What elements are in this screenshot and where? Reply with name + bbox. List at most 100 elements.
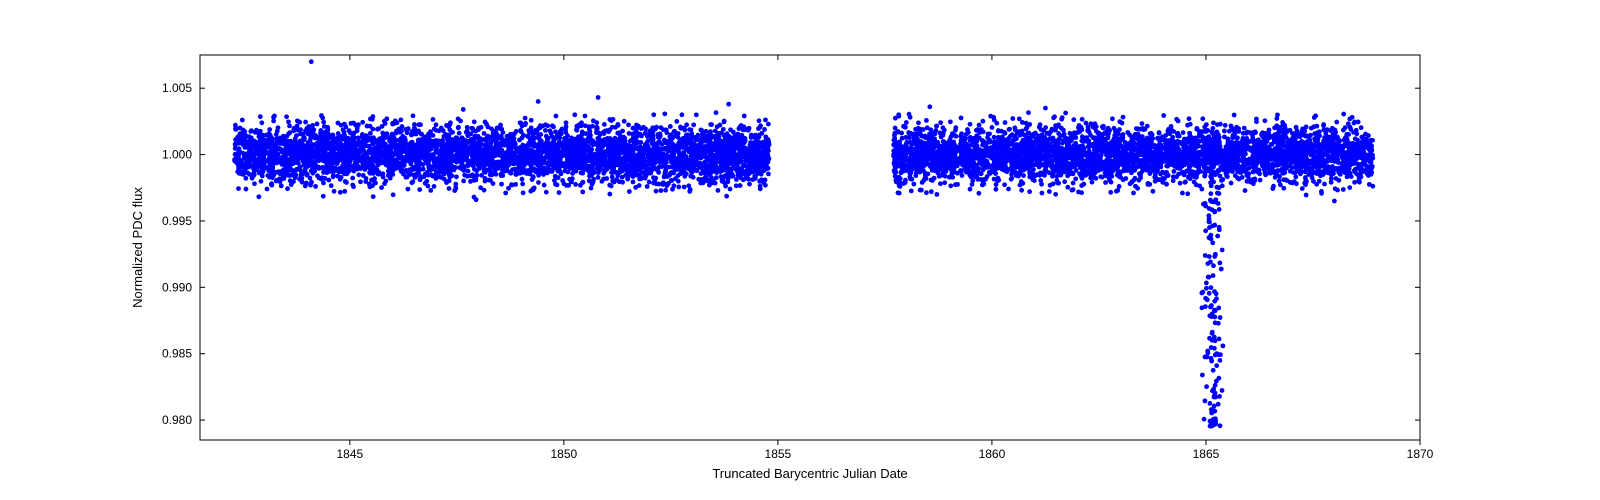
data-point	[345, 160, 350, 165]
data-point	[321, 120, 326, 125]
data-point	[590, 182, 595, 187]
data-point	[413, 167, 418, 172]
data-point	[521, 190, 526, 195]
data-point	[456, 125, 461, 130]
data-point	[541, 157, 546, 162]
x-tick-label: 1850	[551, 447, 578, 461]
data-point	[674, 133, 679, 138]
data-point	[536, 135, 541, 140]
data-point	[639, 175, 644, 180]
data-point	[284, 114, 289, 119]
data-point	[244, 161, 249, 166]
data-point	[451, 139, 456, 144]
data-point	[658, 188, 663, 193]
data-point	[386, 165, 391, 170]
data-point	[417, 149, 422, 154]
data-point	[577, 122, 582, 127]
data-point	[687, 189, 692, 194]
data-point	[274, 179, 279, 184]
data-point	[281, 134, 286, 139]
data-point	[294, 173, 299, 178]
data-point	[735, 173, 740, 178]
data-point	[649, 155, 654, 160]
data-point	[337, 166, 342, 171]
data-point	[316, 166, 321, 171]
x-axis-label: Truncated Barycentric Julian Date	[712, 466, 907, 481]
data-point	[709, 157, 714, 162]
data-point	[358, 166, 363, 171]
data-point	[658, 131, 663, 136]
data-point	[1026, 110, 1031, 115]
data-point	[669, 154, 674, 159]
data-point	[478, 138, 483, 143]
data-point	[434, 144, 439, 149]
data-point	[449, 173, 454, 178]
data-point	[718, 169, 723, 174]
data-point	[743, 138, 748, 143]
data-point	[329, 144, 334, 149]
data-point	[569, 179, 574, 184]
data-point	[454, 136, 459, 141]
data-point	[750, 177, 755, 182]
data-point	[596, 175, 601, 180]
data-point	[452, 157, 457, 162]
chart-svg: 1845185018551860186518700.9800.9850.9900…	[0, 0, 1600, 500]
data-point	[262, 152, 267, 157]
data-point	[518, 120, 523, 125]
data-point	[474, 177, 479, 182]
data-point	[637, 168, 642, 173]
data-point	[513, 172, 518, 177]
data-point	[705, 179, 710, 184]
y-axis-label: Normalized PDC flux	[130, 187, 145, 308]
data-point	[709, 152, 714, 157]
data-point	[762, 144, 767, 149]
data-point	[312, 160, 317, 165]
data-point	[447, 153, 452, 158]
data-point	[358, 179, 363, 184]
data-point	[729, 155, 734, 160]
data-point	[578, 149, 583, 154]
data-point	[260, 169, 265, 174]
data-point	[300, 180, 305, 185]
data-point	[543, 142, 548, 147]
data-point	[752, 143, 757, 148]
data-point	[297, 120, 302, 125]
data-point	[694, 148, 699, 153]
data-point	[545, 148, 550, 153]
data-point	[604, 166, 609, 171]
data-point	[519, 163, 524, 168]
data-point	[505, 156, 510, 161]
data-point	[514, 129, 519, 134]
data-point	[553, 129, 558, 134]
data-point	[287, 130, 292, 135]
data-point	[714, 138, 719, 143]
data-point	[300, 132, 305, 137]
data-point	[391, 161, 396, 166]
data-point	[289, 182, 294, 187]
data-point	[336, 121, 341, 126]
data-point	[369, 178, 374, 183]
data-point	[614, 148, 619, 153]
data-point	[528, 172, 533, 177]
data-point	[346, 165, 351, 170]
data-point	[615, 137, 620, 142]
data-point	[241, 128, 246, 133]
data-point	[544, 134, 549, 139]
data-point	[755, 150, 760, 155]
data-point	[647, 129, 652, 134]
data-point	[304, 173, 309, 178]
data-point	[676, 179, 681, 184]
data-point	[642, 160, 647, 165]
data-point	[626, 172, 631, 177]
data-point	[528, 148, 533, 153]
data-point	[386, 173, 391, 178]
data-point	[759, 131, 764, 136]
data-point	[420, 143, 425, 148]
data-point	[496, 166, 501, 171]
data-point	[587, 133, 592, 138]
data-point	[252, 141, 257, 146]
data-point	[495, 141, 500, 146]
data-point	[673, 166, 678, 171]
data-point	[563, 143, 568, 148]
data-point	[344, 140, 349, 145]
